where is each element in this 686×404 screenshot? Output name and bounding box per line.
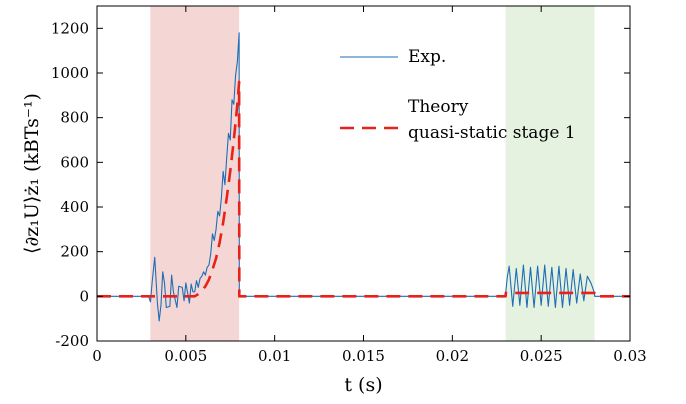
x-tick-label: 0 <box>92 347 102 365</box>
legend-label-2: Theory quasi-static stage 1 <box>408 97 576 143</box>
x-axis-label: t (s) <box>344 374 382 396</box>
x-tick-label: 0.015 <box>342 347 385 365</box>
shaded-regions <box>150 6 595 341</box>
y-tick-label: 1000 <box>51 64 89 82</box>
x-tick-label: 0.025 <box>520 347 563 365</box>
legend: Exp. Theory quasi-static stage 1 <box>340 47 576 143</box>
y-axis-ticks: -200 0 200 400 600 800 1000 1200 <box>51 19 630 350</box>
x-tick-label: 0.02 <box>436 347 469 365</box>
y-tick-label: 0 <box>79 287 89 305</box>
y-tick-label: 800 <box>60 109 89 127</box>
y-axis-label: ⟨∂z₁U⟩ż₁ (kBTs⁻¹) <box>21 93 43 254</box>
y-tick-label: 200 <box>60 243 89 261</box>
legend-label-1: Exp. <box>408 47 446 67</box>
x-tick-label: 0.03 <box>613 347 646 365</box>
x-tick-label: 0.005 <box>164 347 207 365</box>
y-tick-label: -200 <box>55 332 89 350</box>
series-line-2 <box>97 80 630 298</box>
y-tick-label: 600 <box>60 153 89 171</box>
series-group <box>97 32 630 322</box>
x-tick-label: 0.01 <box>258 347 291 365</box>
y-tick-label: 400 <box>60 198 89 216</box>
y-tick-label: 1200 <box>51 19 89 37</box>
x-axis-ticks: 0 0.005 0.01 0.015 0.02 0.025 0.03 <box>92 6 647 365</box>
